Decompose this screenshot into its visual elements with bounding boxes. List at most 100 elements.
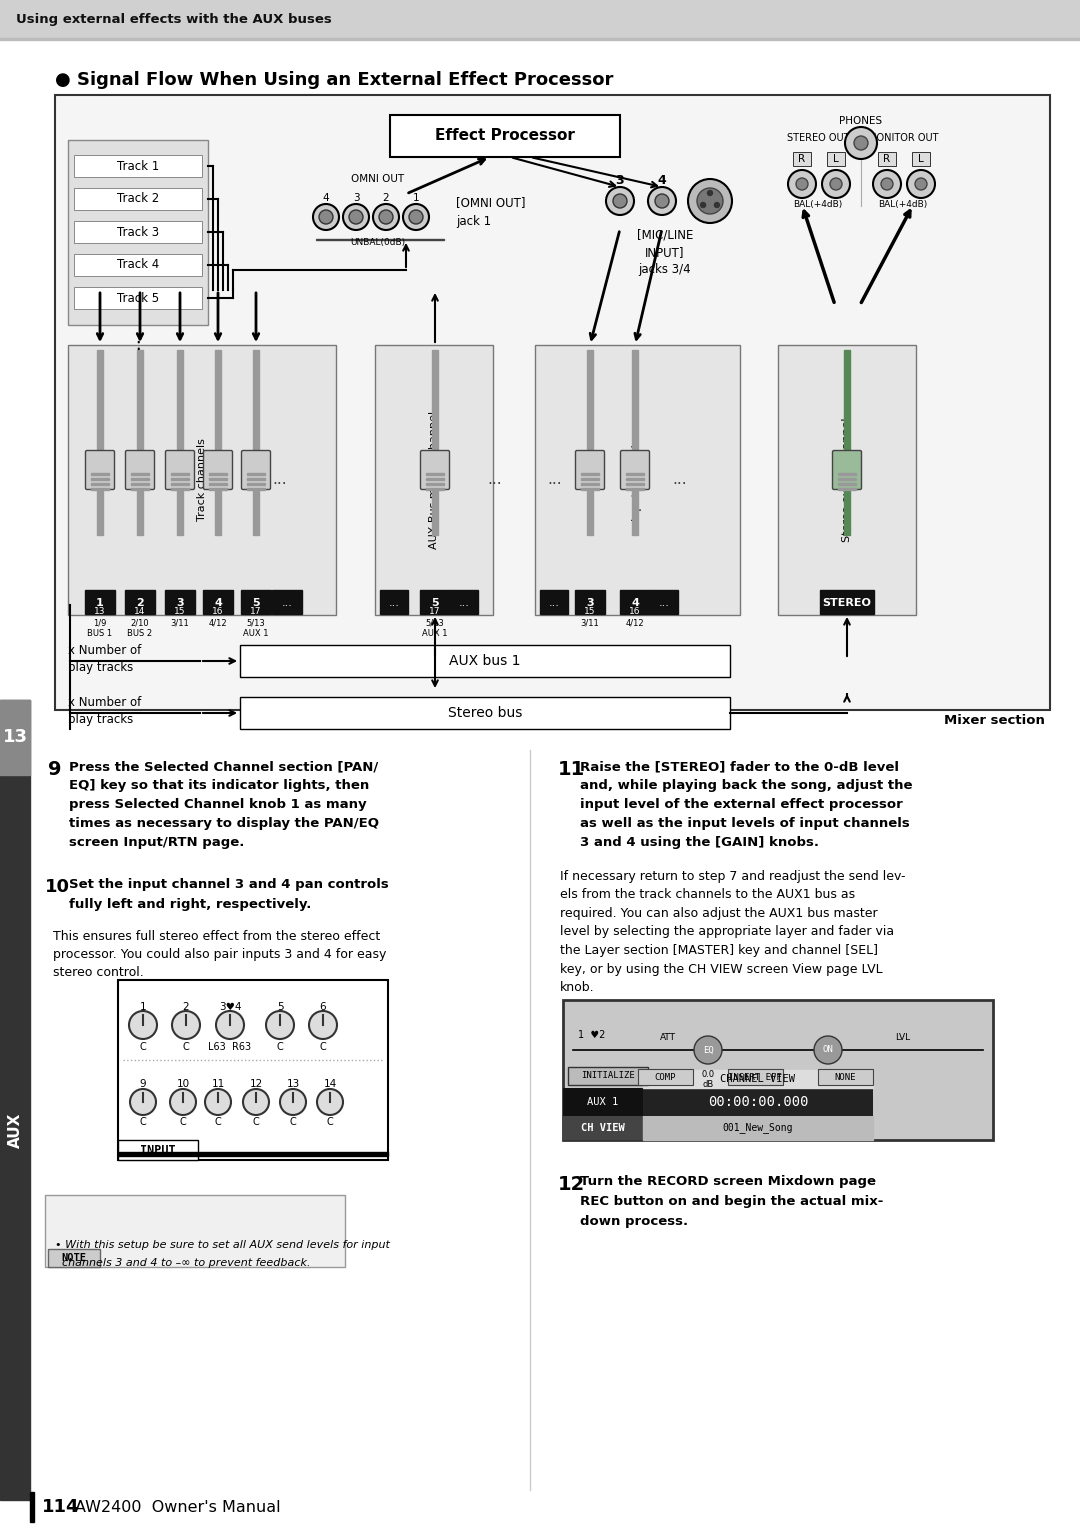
- Bar: [118, 1140, 198, 1160]
- Circle shape: [873, 170, 901, 199]
- Bar: [240, 697, 730, 729]
- Circle shape: [648, 186, 676, 215]
- Bar: [91, 487, 109, 490]
- Text: R: R: [883, 154, 891, 163]
- Text: the Layer section [MASTER] key and channel [SEL]: the Layer section [MASTER] key and chann…: [561, 944, 878, 957]
- Text: 12: 12: [558, 1175, 585, 1193]
- Text: 2/10
BUS 2: 2/10 BUS 2: [127, 619, 152, 639]
- Text: required. You can also adjust the AUX1 bus master: required. You can also adjust the AUX1 b…: [561, 908, 878, 920]
- Circle shape: [613, 194, 627, 208]
- Text: 13: 13: [94, 608, 106, 616]
- Bar: [253, 350, 259, 535]
- Bar: [247, 474, 265, 475]
- Bar: [215, 350, 221, 535]
- Text: ...: ...: [389, 597, 400, 608]
- Bar: [137, 350, 143, 535]
- Bar: [626, 483, 644, 484]
- Text: INPUT: INPUT: [140, 1143, 176, 1157]
- Circle shape: [349, 209, 363, 225]
- Text: 1: 1: [96, 597, 104, 608]
- Bar: [85, 590, 114, 614]
- Text: Track 4: Track 4: [117, 258, 159, 272]
- Text: 1: 1: [139, 1002, 146, 1012]
- Bar: [210, 478, 227, 480]
- Bar: [75, 287, 202, 309]
- Bar: [171, 487, 189, 490]
- Text: PHONES: PHONES: [839, 116, 882, 125]
- Bar: [247, 487, 265, 490]
- Text: This ensures full stereo effect from the stereo effect: This ensures full stereo effect from the…: [53, 931, 380, 943]
- Text: 16: 16: [213, 608, 224, 616]
- Text: Effect Processor: Effect Processor: [435, 128, 575, 144]
- Text: 0.0
dB: 0.0 dB: [701, 1070, 715, 1088]
- Text: 4: 4: [631, 597, 639, 608]
- Text: 15: 15: [174, 608, 186, 616]
- Bar: [563, 1088, 873, 1115]
- Circle shape: [403, 205, 429, 231]
- Text: x Number of
play tracks: x Number of play tracks: [68, 645, 141, 674]
- Text: 13: 13: [2, 727, 27, 746]
- Text: 5: 5: [431, 597, 438, 608]
- Text: 2: 2: [136, 597, 144, 608]
- Text: 4: 4: [658, 174, 666, 186]
- Bar: [247, 478, 265, 480]
- Bar: [91, 483, 109, 484]
- Text: Track 2: Track 2: [117, 193, 159, 205]
- FancyBboxPatch shape: [621, 451, 649, 489]
- Text: C: C: [215, 1117, 221, 1128]
- Text: [OMNI OUT]
jack 1: [OMNI OUT] jack 1: [456, 197, 526, 228]
- FancyBboxPatch shape: [125, 451, 154, 489]
- Text: NOTE: NOTE: [62, 1253, 86, 1264]
- Bar: [131, 474, 149, 475]
- FancyBboxPatch shape: [576, 451, 605, 489]
- Text: down process.: down process.: [580, 1215, 688, 1229]
- Text: 14: 14: [134, 608, 146, 616]
- Circle shape: [170, 1089, 195, 1115]
- Text: knob.: knob.: [561, 981, 595, 995]
- Text: INITIALIZE: INITIALIZE: [581, 1071, 635, 1080]
- Text: Using external effects with the AUX buses: Using external effects with the AUX buse…: [16, 14, 332, 26]
- Circle shape: [318, 1089, 343, 1115]
- Bar: [838, 487, 856, 490]
- Circle shape: [313, 205, 339, 231]
- Bar: [793, 151, 811, 167]
- Text: 3: 3: [353, 193, 360, 203]
- Bar: [241, 590, 271, 614]
- Bar: [75, 188, 202, 209]
- FancyBboxPatch shape: [85, 451, 114, 489]
- Text: C: C: [179, 1117, 187, 1128]
- Bar: [912, 151, 930, 167]
- Text: • With this setup be sure to set all AUX send levels for input: • With this setup be sure to set all AUX…: [55, 1241, 390, 1250]
- Text: C: C: [253, 1117, 259, 1128]
- Text: 5/13
AUX 1: 5/13 AUX 1: [422, 619, 448, 639]
- Circle shape: [606, 186, 634, 215]
- Circle shape: [654, 194, 669, 208]
- Text: ...: ...: [488, 472, 502, 487]
- Bar: [171, 474, 189, 475]
- Text: 1  ♥2: 1 ♥2: [578, 1030, 606, 1041]
- Bar: [581, 474, 599, 475]
- Bar: [240, 645, 730, 677]
- Text: C: C: [276, 1042, 283, 1051]
- Bar: [247, 483, 265, 484]
- Text: 4: 4: [323, 193, 329, 203]
- Bar: [638, 1070, 693, 1085]
- Text: 2: 2: [382, 193, 389, 203]
- Bar: [390, 115, 620, 157]
- Circle shape: [715, 203, 719, 208]
- Circle shape: [845, 127, 877, 159]
- Bar: [125, 590, 156, 614]
- Text: 6: 6: [320, 1002, 326, 1012]
- Text: C: C: [320, 1042, 326, 1051]
- Text: ...: ...: [548, 472, 563, 487]
- Text: 9: 9: [139, 1079, 146, 1089]
- Text: C: C: [326, 1117, 334, 1128]
- Bar: [450, 590, 478, 614]
- Bar: [97, 350, 103, 535]
- Text: Track 1: Track 1: [117, 159, 159, 173]
- Bar: [778, 345, 916, 614]
- Text: NONE: NONE: [834, 1073, 855, 1082]
- Bar: [626, 478, 644, 480]
- Text: L: L: [918, 154, 923, 163]
- Bar: [0, 38, 1080, 40]
